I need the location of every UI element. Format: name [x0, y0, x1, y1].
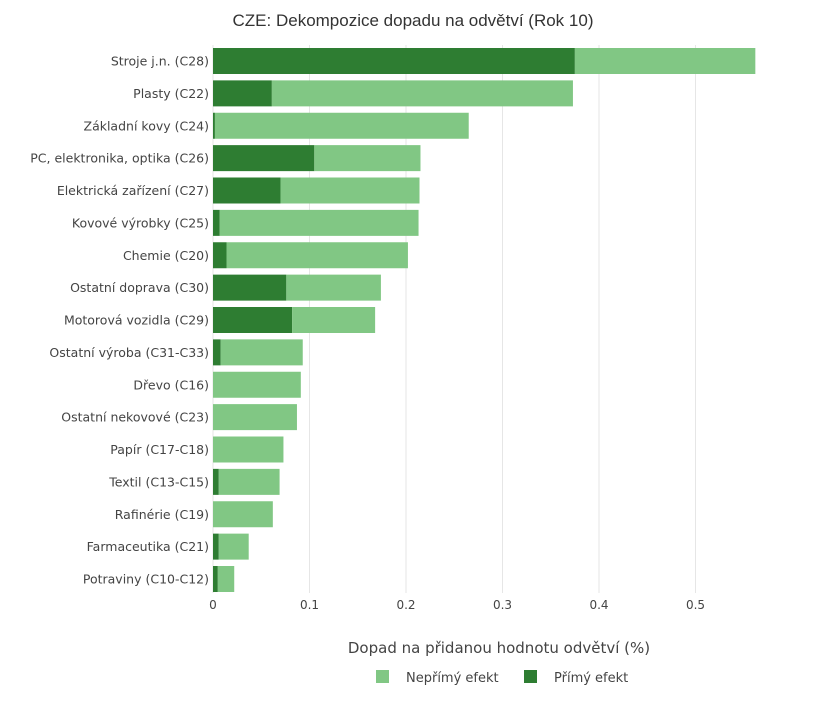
- bar-indirect-effect[interactable]: [217, 566, 235, 592]
- x-tick-label: 0.4: [589, 598, 608, 612]
- bar-indirect-effect[interactable]: [220, 339, 303, 366]
- bar-indirect-effect[interactable]: [280, 177, 420, 204]
- x-axis-title: Dopad na přidanou hodnotu odvětví (%): [348, 639, 650, 657]
- bar-direct-effect[interactable]: [213, 274, 287, 301]
- bars[interactable]: [213, 48, 756, 592]
- bar-indirect-effect[interactable]: [213, 371, 301, 398]
- category-label: Chemie (C20): [123, 248, 209, 263]
- bar-direct-effect[interactable]: [213, 307, 293, 333]
- bar-direct-effect[interactable]: [213, 533, 219, 560]
- category-labels: Stroje j.n. (C28) Plasty (C22) Základní ko…: [30, 54, 209, 587]
- legend-label-neprimy[interactable]: Nepřímý efekt: [406, 671, 499, 686]
- bar-direct-effect[interactable]: [213, 112, 215, 139]
- category-label: Motorová vozidla (C29): [64, 313, 209, 328]
- bar-indirect-effect[interactable]: [213, 436, 284, 463]
- bar-indirect-effect[interactable]: [292, 307, 376, 333]
- category-label: PC, elektronika, optika (C26): [30, 151, 209, 166]
- bar-direct-effect[interactable]: [213, 209, 220, 236]
- legend-swatch-neprimy[interactable]: [376, 670, 389, 683]
- legend[interactable]: Nepřímý efekt Přímý efekt: [376, 670, 628, 686]
- legend-swatch-primy[interactable]: [524, 670, 537, 683]
- bar-direct-effect[interactable]: [213, 242, 227, 269]
- bar-direct-effect[interactable]: [213, 80, 272, 107]
- bar-indirect-effect[interactable]: [314, 145, 421, 172]
- category-label: Rafinérie (C19): [115, 507, 209, 522]
- category-label: Kovové výrobky (C25): [72, 215, 209, 230]
- category-label: Ostatní výroba (C31-C33): [49, 345, 209, 360]
- bar-direct-effect[interactable]: [213, 566, 218, 592]
- legend-label-primy[interactable]: Přímý efekt: [554, 671, 628, 686]
- category-label: Papír (C17-C18): [110, 442, 209, 457]
- chart-title: CZE: Dekompozice dopadu na odvětví (Rok …: [233, 11, 594, 30]
- x-tick-label: 0.2: [396, 598, 415, 612]
- bar-indirect-effect[interactable]: [213, 404, 297, 431]
- bar-direct-effect[interactable]: [213, 145, 315, 172]
- category-label: Plasty (C22): [133, 86, 209, 101]
- x-tick-label: 0.3: [493, 598, 512, 612]
- bar-indirect-effect[interactable]: [213, 501, 273, 528]
- x-tick-label: 0: [209, 598, 217, 612]
- category-label: Elektrická zařízení (C27): [57, 183, 209, 198]
- category-label: Dřevo (C16): [133, 377, 209, 392]
- x-tick-label: 0.1: [300, 598, 319, 612]
- category-label: Ostatní doprava (C30): [70, 280, 209, 295]
- bar-indirect-effect[interactable]: [218, 533, 249, 560]
- bar-indirect-effect[interactable]: [286, 274, 381, 301]
- category-label: Farmaceutika (C21): [87, 539, 209, 554]
- bar-indirect-effect[interactable]: [226, 242, 408, 269]
- bar-indirect-effect[interactable]: [219, 209, 419, 236]
- category-label: Potraviny (C10-C12): [83, 572, 209, 587]
- bar-direct-effect[interactable]: [213, 339, 221, 366]
- category-label: Stroje j.n. (C28): [111, 54, 209, 69]
- x-tick-labels: 0 0.1 0.2 0.3 0.4 0.5: [209, 598, 705, 612]
- bar-indirect-effect[interactable]: [574, 48, 756, 74]
- bar-indirect-effect[interactable]: [214, 112, 469, 139]
- bar-direct-effect[interactable]: [213, 48, 575, 74]
- category-label: Ostatní nekovové (C23): [61, 410, 209, 425]
- bar-direct-effect[interactable]: [213, 177, 281, 204]
- bar-indirect-effect[interactable]: [271, 80, 573, 107]
- category-label: Základní kovy (C24): [84, 118, 210, 133]
- category-label: Textil (C13-C15): [108, 474, 209, 489]
- bar-direct-effect[interactable]: [213, 468, 219, 495]
- x-tick-label: 0.5: [686, 598, 705, 612]
- bar-indirect-effect[interactable]: [218, 468, 280, 495]
